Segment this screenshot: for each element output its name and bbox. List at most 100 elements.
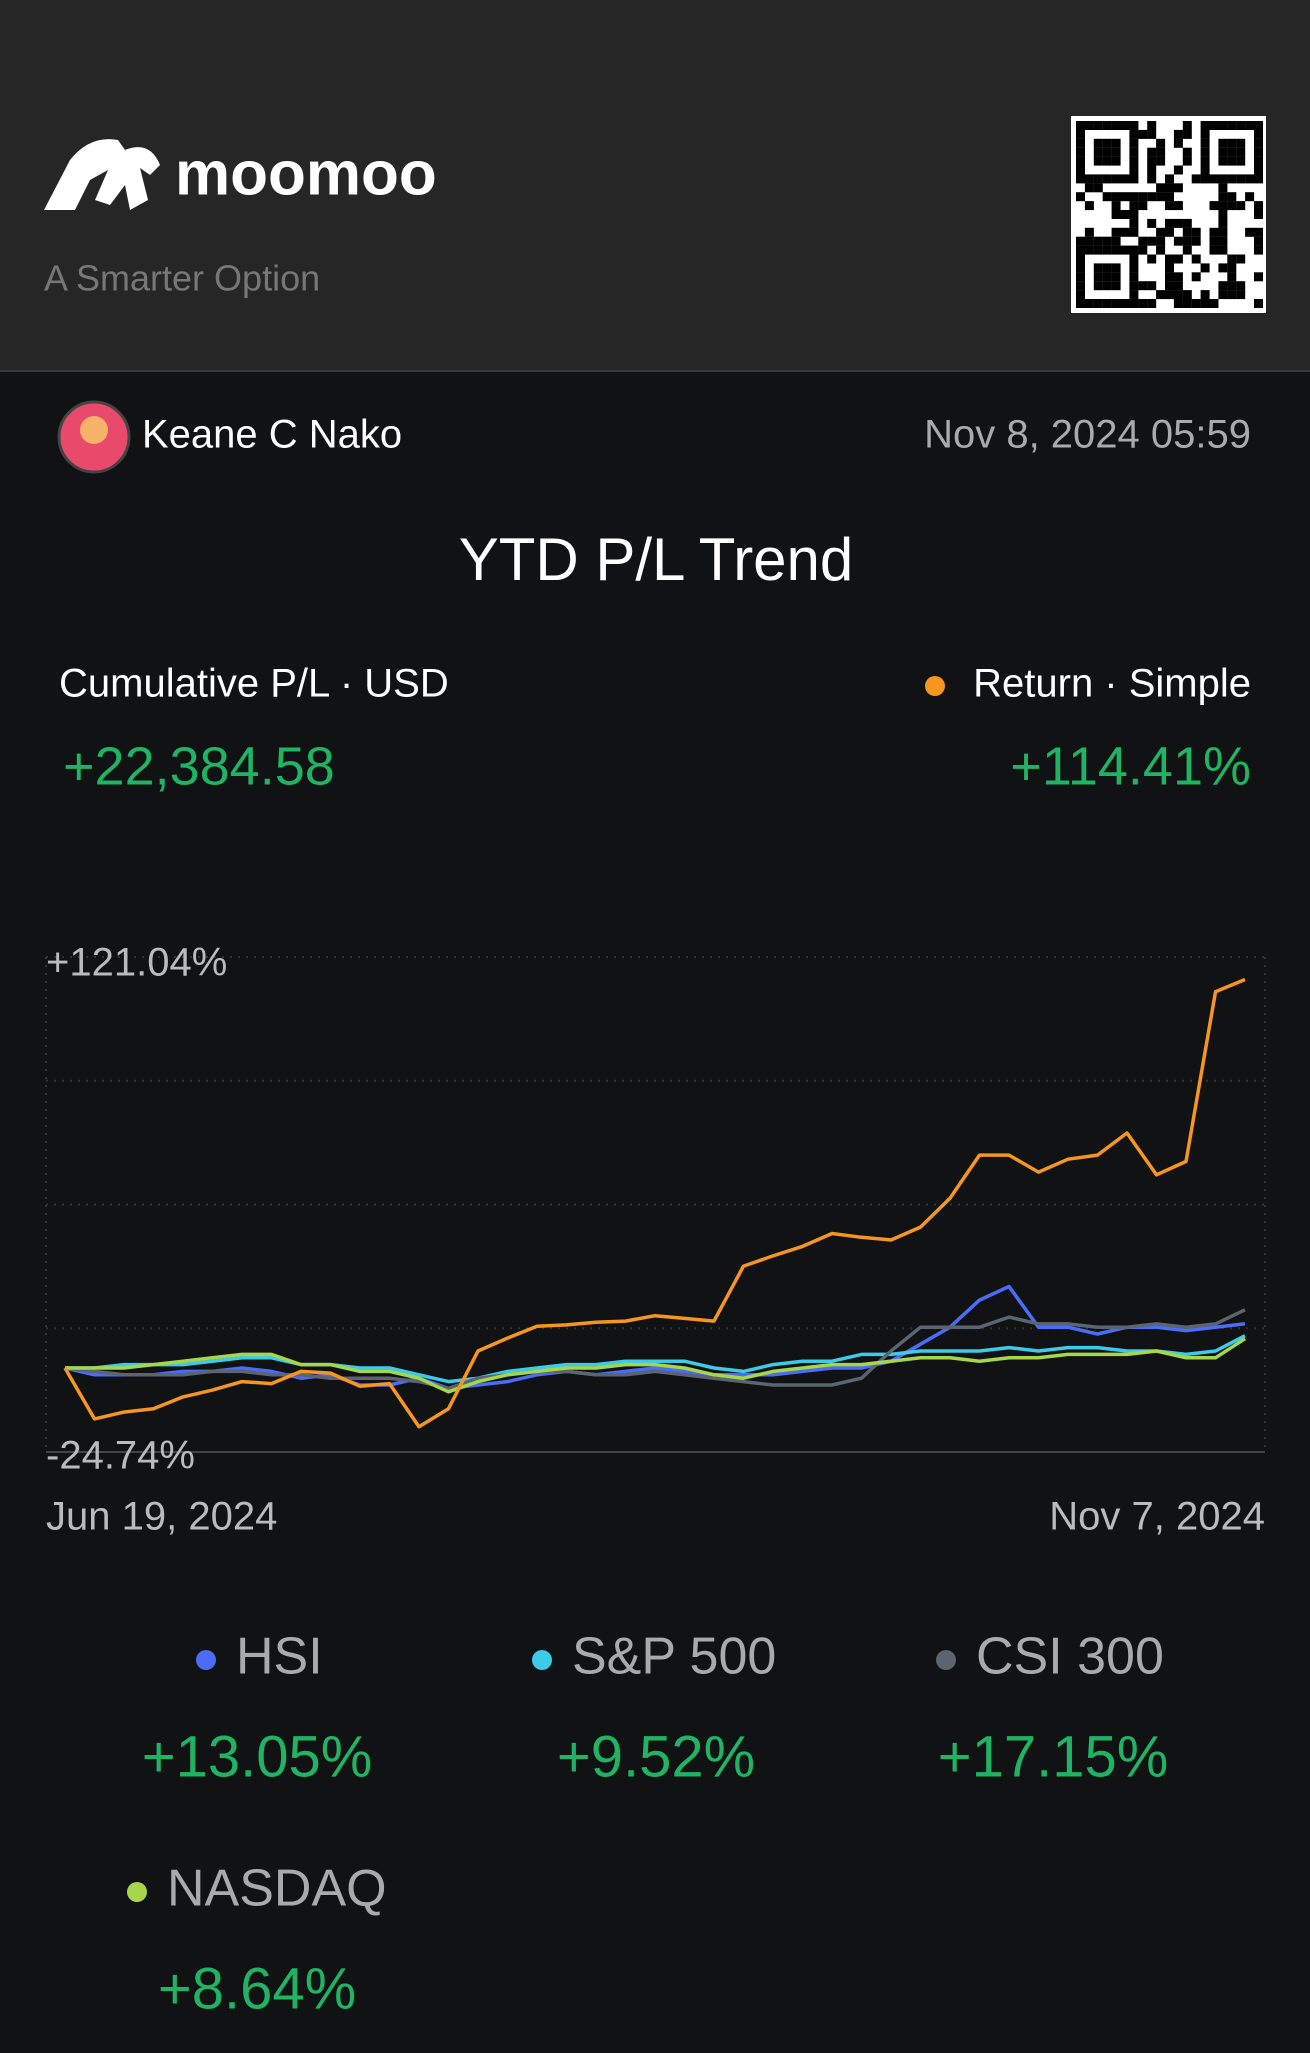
brand-logo	[44, 139, 160, 210]
qr-module	[1182, 147, 1192, 157]
qr-module	[1200, 138, 1210, 148]
qr-module	[1227, 281, 1237, 291]
qr-module	[1227, 272, 1237, 282]
qr-module	[1245, 192, 1255, 202]
pl-total: +22,384.58	[63, 736, 335, 796]
qr-module	[1147, 129, 1157, 139]
qr-module	[1254, 138, 1263, 148]
qr-module	[1102, 138, 1112, 148]
benchmark-total: +17.15%	[938, 1724, 1169, 1789]
qr-module	[1102, 121, 1112, 130]
qr-module	[1093, 236, 1103, 246]
qr-module	[1191, 254, 1201, 264]
pl-label: Cumulative P/L · USD	[59, 662, 449, 706]
tagline: A Smarter Option	[44, 258, 320, 299]
qr-module	[1209, 121, 1219, 130]
qr-module	[1182, 227, 1192, 237]
series-line	[65, 1337, 1246, 1394]
legend-dot	[532, 1650, 552, 1670]
qr-module	[1129, 201, 1139, 211]
series-line	[65, 1334, 1246, 1384]
qr-module	[1111, 263, 1121, 273]
qr-module	[1084, 201, 1094, 211]
qr-module	[1102, 245, 1112, 255]
qr-module	[1218, 210, 1228, 219]
qr-module	[1173, 281, 1183, 291]
y-tick-label: -24.74%	[46, 1434, 195, 1478]
qr-module	[1156, 183, 1166, 193]
qr-module	[1209, 299, 1219, 308]
qr-module	[1191, 236, 1201, 246]
qr-module	[1254, 245, 1263, 255]
qr-module	[1102, 281, 1112, 291]
brand-name: moomoo	[175, 139, 437, 208]
qr-module	[1102, 192, 1112, 202]
qr-module	[1076, 245, 1085, 255]
qr-module	[1173, 165, 1183, 175]
qr-module	[1084, 227, 1094, 237]
qr-module	[1236, 147, 1246, 157]
qr-module	[1111, 272, 1121, 282]
qr-module	[1254, 121, 1263, 130]
qr-module	[1129, 245, 1139, 255]
qr-module	[1129, 254, 1139, 264]
qr-module	[1076, 129, 1085, 139]
qr-module	[1129, 138, 1139, 148]
qr-module	[1076, 156, 1085, 166]
x-tick-label: Nov 7, 2024	[1049, 1495, 1265, 1539]
qr-module	[1084, 236, 1094, 246]
qr-module	[1165, 272, 1174, 282]
qr-module	[1111, 174, 1121, 184]
legend-label: S&P 500	[572, 1628, 776, 1686]
qr-module	[1111, 138, 1121, 148]
qr-module	[1129, 174, 1139, 184]
series-line	[64, 1308, 1246, 1391]
qr-module	[1156, 227, 1166, 237]
series-line	[64, 1284, 1246, 1391]
qr-module	[1129, 129, 1139, 139]
qr-module	[1084, 183, 1094, 193]
qr-code	[1071, 116, 1266, 313]
qr-module	[1129, 210, 1139, 219]
legend-label: NASDAQ	[167, 1860, 387, 1918]
qr-module	[1191, 272, 1201, 282]
qr-module	[1111, 281, 1121, 291]
qr-module	[1245, 121, 1255, 130]
qr-module	[1076, 121, 1085, 130]
qr-module	[1084, 245, 1094, 255]
qr-module	[1173, 272, 1183, 282]
qr-module	[1120, 245, 1130, 255]
qr-module	[1111, 245, 1121, 255]
qr-module	[1138, 245, 1148, 255]
qr-module	[1084, 299, 1094, 308]
qr-module	[1138, 299, 1148, 308]
qr-module	[1147, 236, 1157, 246]
qr-module	[1236, 290, 1246, 300]
qr-module	[1120, 210, 1130, 219]
qr-module	[1111, 236, 1121, 246]
qr-module	[1182, 236, 1192, 246]
qr-module	[1200, 147, 1210, 157]
qr-module	[1076, 174, 1085, 184]
qr-module	[1254, 165, 1263, 175]
qr-module	[1129, 299, 1139, 308]
qr-module	[1218, 218, 1228, 228]
qr-module	[1076, 290, 1085, 300]
y-tick-label: +121.04%	[46, 941, 227, 985]
qr-module	[1129, 218, 1139, 228]
qr-module	[1254, 156, 1263, 166]
qr-module	[1076, 299, 1085, 308]
qr-module	[1120, 192, 1130, 202]
qr-module	[1111, 147, 1121, 157]
qr-module	[1191, 174, 1201, 184]
qr-module	[1147, 299, 1157, 308]
qr-module	[1218, 227, 1228, 237]
qr-module	[1138, 129, 1148, 139]
qr-module	[1165, 192, 1174, 202]
qr-module	[1129, 192, 1139, 202]
qr-module	[1129, 272, 1139, 282]
qr-module	[1209, 201, 1219, 211]
qr-module	[1218, 290, 1228, 300]
qr-module	[1076, 263, 1085, 273]
